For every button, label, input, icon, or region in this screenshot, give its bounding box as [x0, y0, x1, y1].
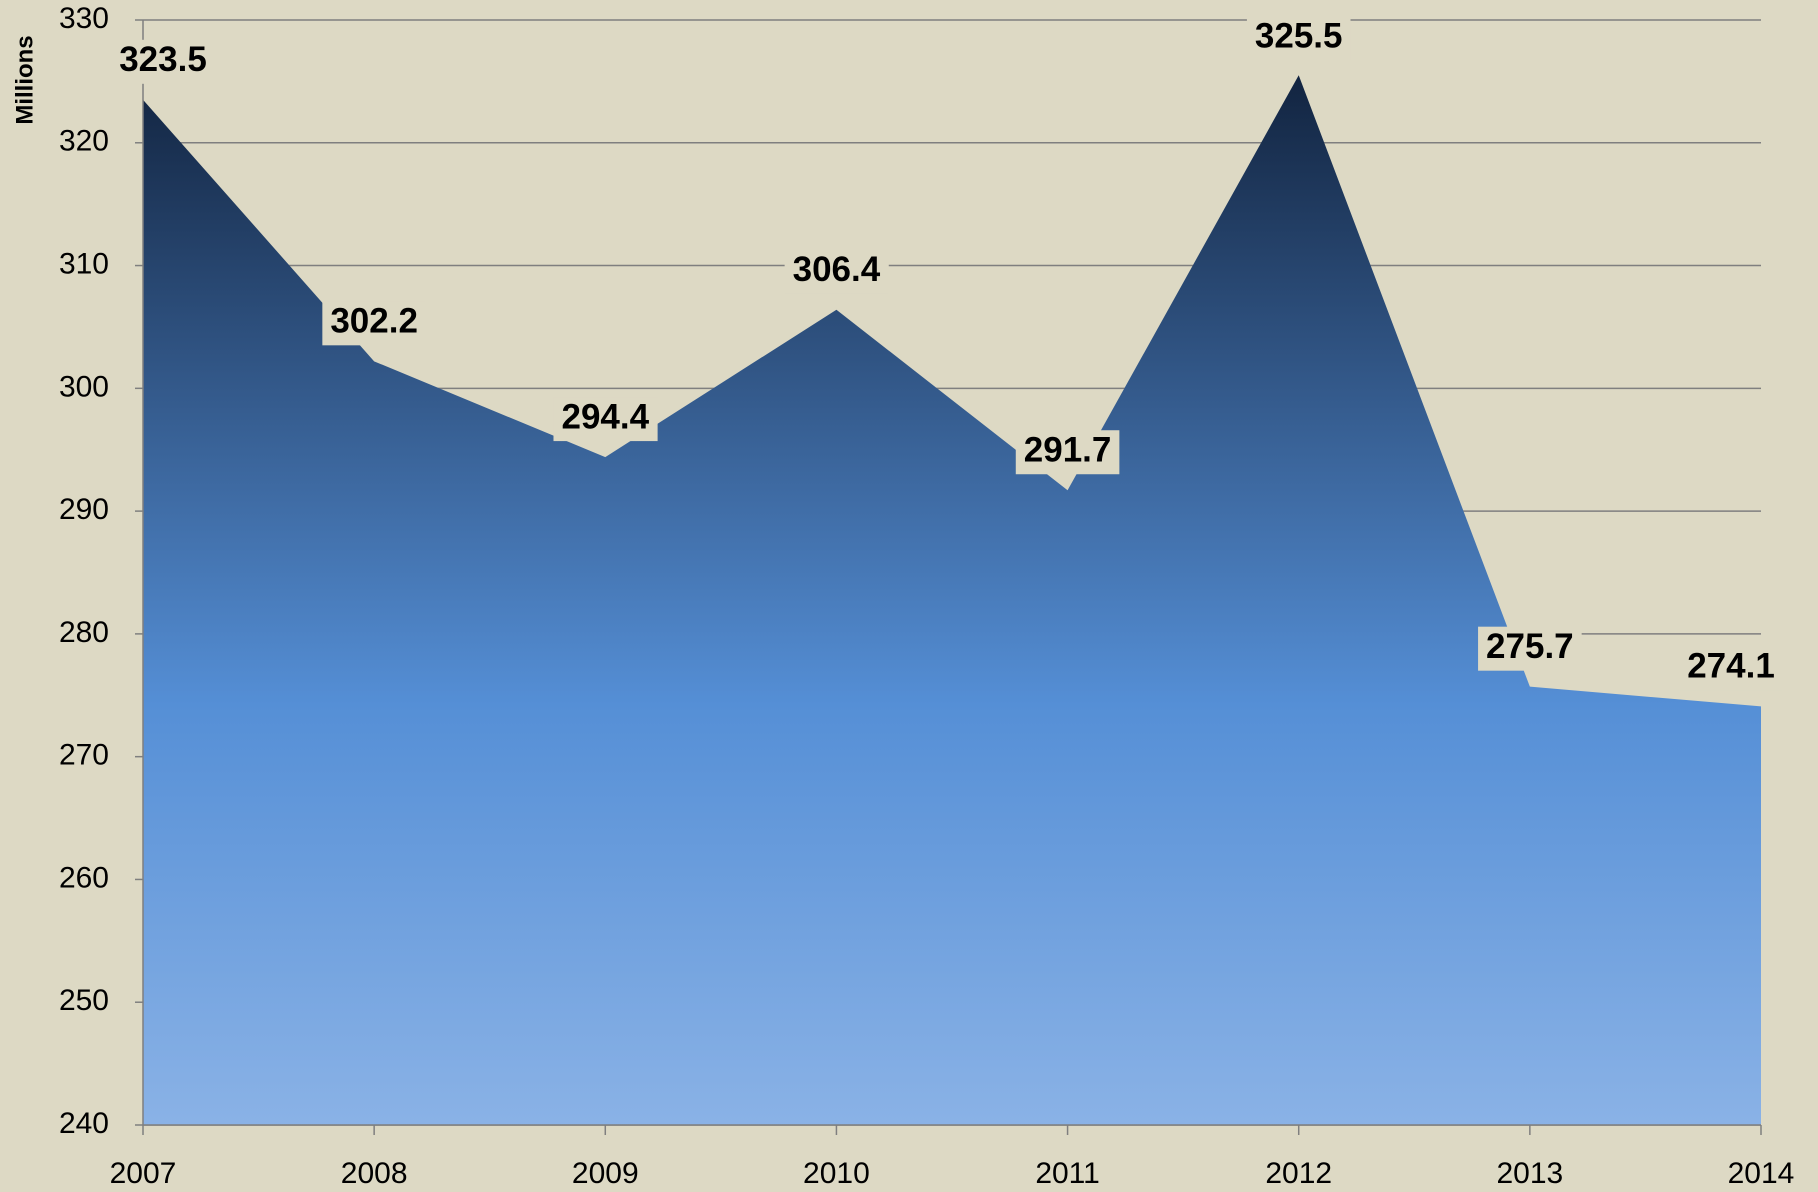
x-tick-label: 2010: [803, 1157, 870, 1190]
y-tick-label: 270: [59, 739, 109, 772]
y-tick-label: 320: [59, 125, 109, 158]
x-tick-label: 2013: [1496, 1157, 1563, 1190]
y-tick-label: 280: [59, 616, 109, 649]
value-label: 325.5: [1255, 16, 1343, 55]
value-label-bg: [1246, 16, 1351, 60]
x-tick-label: 2012: [1265, 1157, 1332, 1190]
x-tick-label: 2009: [572, 1157, 639, 1190]
x-tick-label: 2014: [1728, 1157, 1795, 1190]
value-label-bg: [111, 39, 215, 84]
value-label-bg: [784, 249, 889, 294]
y-tick-label: 300: [59, 370, 109, 403]
y-tick-label: 290: [59, 493, 109, 526]
value-label-bg: [1679, 646, 1783, 691]
value-label: 302.2: [330, 302, 418, 341]
x-tick-label: 2011: [1035, 1157, 1100, 1190]
x-tick-label: 2008: [341, 1157, 408, 1190]
value-label: 291.7: [1024, 430, 1112, 469]
value-label: 323.5: [119, 40, 207, 79]
y-tick-label: 240: [59, 1107, 109, 1140]
value-label: 274.1: [1687, 647, 1775, 686]
value-label-bg: [322, 301, 426, 346]
value-label: 294.4: [561, 397, 649, 436]
value-label-bg: [1015, 430, 1120, 475]
value-label: 306.4: [793, 250, 881, 289]
y-tick-label: 310: [59, 247, 109, 280]
value-label-bg: [1478, 626, 1582, 671]
area: [143, 75, 1761, 1125]
y-tick-label: 250: [59, 984, 109, 1017]
x-tick-label: 2007: [110, 1157, 177, 1190]
y-tick-label: 260: [59, 861, 109, 894]
value-label: 275.7: [1486, 627, 1574, 666]
y-axis-label: Millions: [11, 35, 38, 124]
y-tick-label: 330: [59, 2, 109, 35]
value-label-bg: [553, 397, 658, 442]
